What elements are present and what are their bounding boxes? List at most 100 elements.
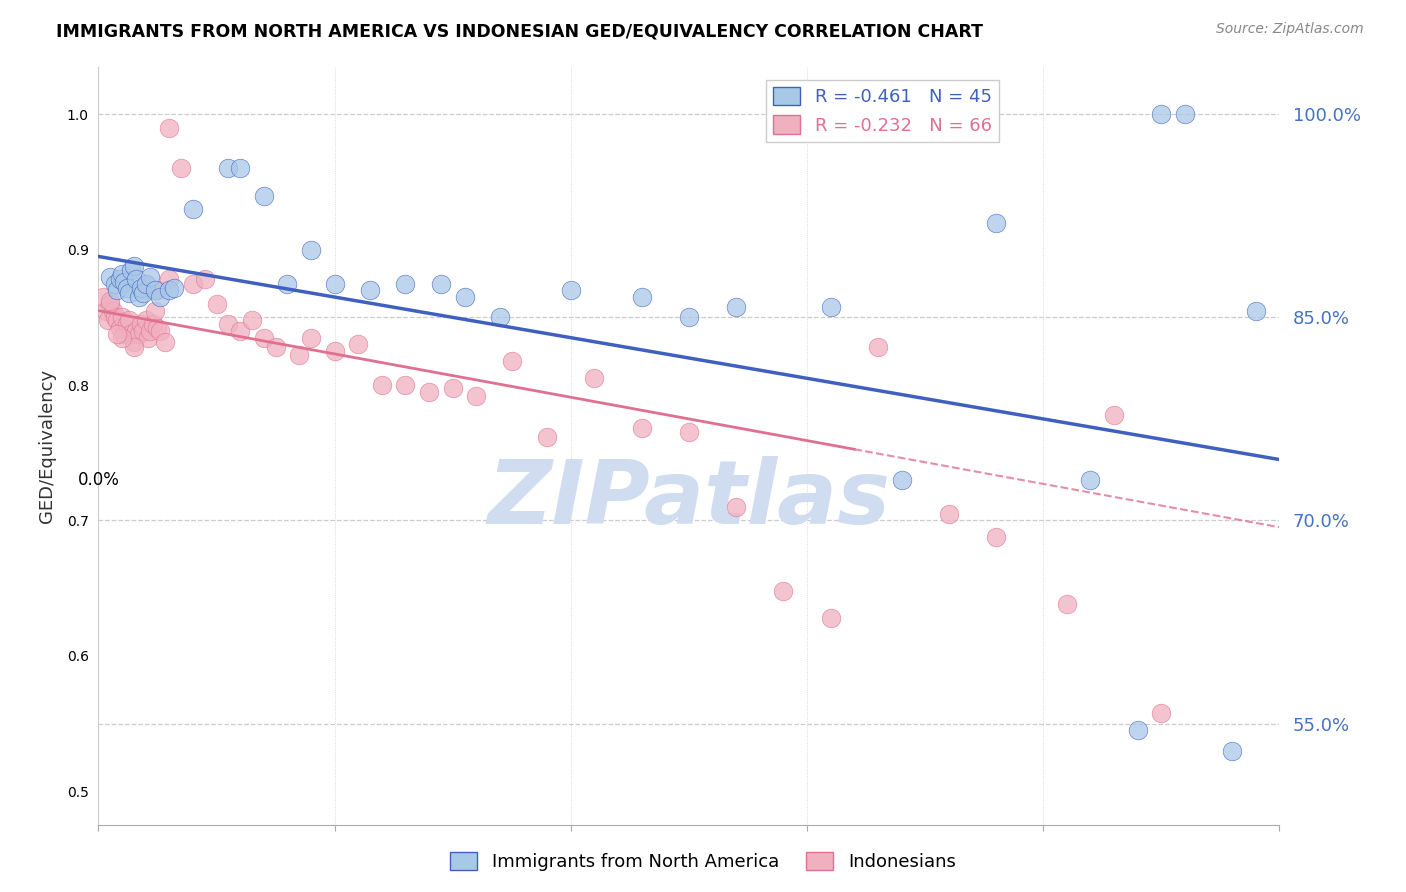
Text: Source: ZipAtlas.com: Source: ZipAtlas.com	[1216, 22, 1364, 37]
Point	[371, 378, 394, 392]
Point	[583, 371, 606, 385]
Point	[299, 331, 322, 345]
Point	[229, 324, 252, 338]
Point	[501, 353, 523, 368]
Point	[430, 277, 453, 291]
Point	[288, 348, 311, 362]
Legend: Immigrants from North America, Indonesians: Immigrants from North America, Indonesia…	[443, 845, 963, 879]
Point	[323, 344, 346, 359]
Point	[1102, 408, 1125, 422]
Point	[938, 507, 960, 521]
Point	[112, 326, 135, 341]
Point	[217, 317, 239, 331]
Point	[157, 283, 180, 297]
Point	[105, 313, 128, 327]
Point	[136, 331, 159, 345]
Point	[359, 283, 381, 297]
Point	[146, 321, 169, 335]
Point	[264, 340, 287, 354]
Point	[1220, 744, 1243, 758]
Point	[560, 283, 582, 297]
Point	[394, 378, 416, 392]
Point	[1080, 473, 1102, 487]
Point	[129, 280, 152, 294]
Point	[143, 303, 166, 318]
Point	[108, 272, 131, 286]
Point	[97, 313, 120, 327]
Point	[111, 267, 134, 281]
Point	[194, 272, 217, 286]
Point	[104, 310, 127, 325]
Point	[118, 285, 141, 300]
Legend: R = -0.461   N = 45, R = -0.232   N = 66: R = -0.461 N = 45, R = -0.232 N = 66	[766, 79, 998, 142]
Point	[125, 272, 148, 286]
Point	[163, 280, 186, 294]
Point	[984, 216, 1007, 230]
Point	[984, 530, 1007, 544]
Point	[323, 277, 346, 291]
Point	[112, 275, 135, 289]
Point	[115, 317, 138, 331]
Point	[725, 500, 748, 514]
Point	[536, 429, 558, 443]
Point	[149, 324, 172, 338]
Point	[820, 300, 842, 314]
Point	[121, 326, 143, 341]
Point	[229, 161, 252, 176]
Point	[142, 317, 165, 331]
Point	[630, 421, 652, 435]
Point	[91, 290, 114, 304]
Point	[630, 290, 652, 304]
Point	[132, 285, 155, 300]
Point	[125, 324, 148, 338]
Point	[108, 321, 131, 335]
Point	[453, 290, 475, 304]
Point	[1150, 706, 1173, 720]
Point	[122, 334, 145, 349]
Point	[139, 324, 162, 338]
Point	[149, 290, 172, 304]
Point	[253, 331, 276, 345]
Point	[678, 310, 700, 325]
Point	[1056, 598, 1078, 612]
Point	[105, 283, 128, 297]
Point	[1150, 107, 1173, 121]
Point	[1126, 723, 1149, 738]
Point	[1174, 107, 1197, 121]
Point	[890, 473, 912, 487]
Point	[94, 303, 117, 318]
Point	[101, 303, 124, 318]
Point	[299, 243, 322, 257]
Point	[347, 337, 370, 351]
Point	[143, 283, 166, 297]
Point	[181, 202, 204, 216]
Point	[132, 324, 155, 338]
Point	[678, 425, 700, 440]
Point	[157, 272, 180, 286]
Point	[104, 277, 127, 291]
Point	[772, 583, 794, 598]
Point	[129, 317, 152, 331]
Point	[135, 277, 157, 291]
Point	[121, 263, 143, 277]
Text: IMMIGRANTS FROM NORTH AMERICA VS INDONESIAN GED/EQUIVALENCY CORRELATION CHART: IMMIGRANTS FROM NORTH AMERICA VS INDONES…	[56, 22, 983, 40]
Point	[725, 300, 748, 314]
Point	[276, 277, 298, 291]
Y-axis label: GED/Equivalency: GED/Equivalency	[38, 369, 56, 523]
Text: ZIPatlas: ZIPatlas	[488, 456, 890, 542]
Point	[98, 294, 121, 309]
Point	[253, 188, 276, 202]
Point	[115, 280, 138, 294]
Point	[489, 310, 512, 325]
Point	[465, 389, 488, 403]
Point	[441, 381, 464, 395]
Point	[146, 283, 169, 297]
Point	[105, 326, 128, 341]
Point	[157, 120, 180, 135]
Point	[111, 331, 134, 345]
Point	[217, 161, 239, 176]
Point	[111, 310, 134, 325]
Point	[128, 326, 150, 341]
Point	[1244, 303, 1267, 318]
Text: 0.0%: 0.0%	[77, 471, 120, 489]
